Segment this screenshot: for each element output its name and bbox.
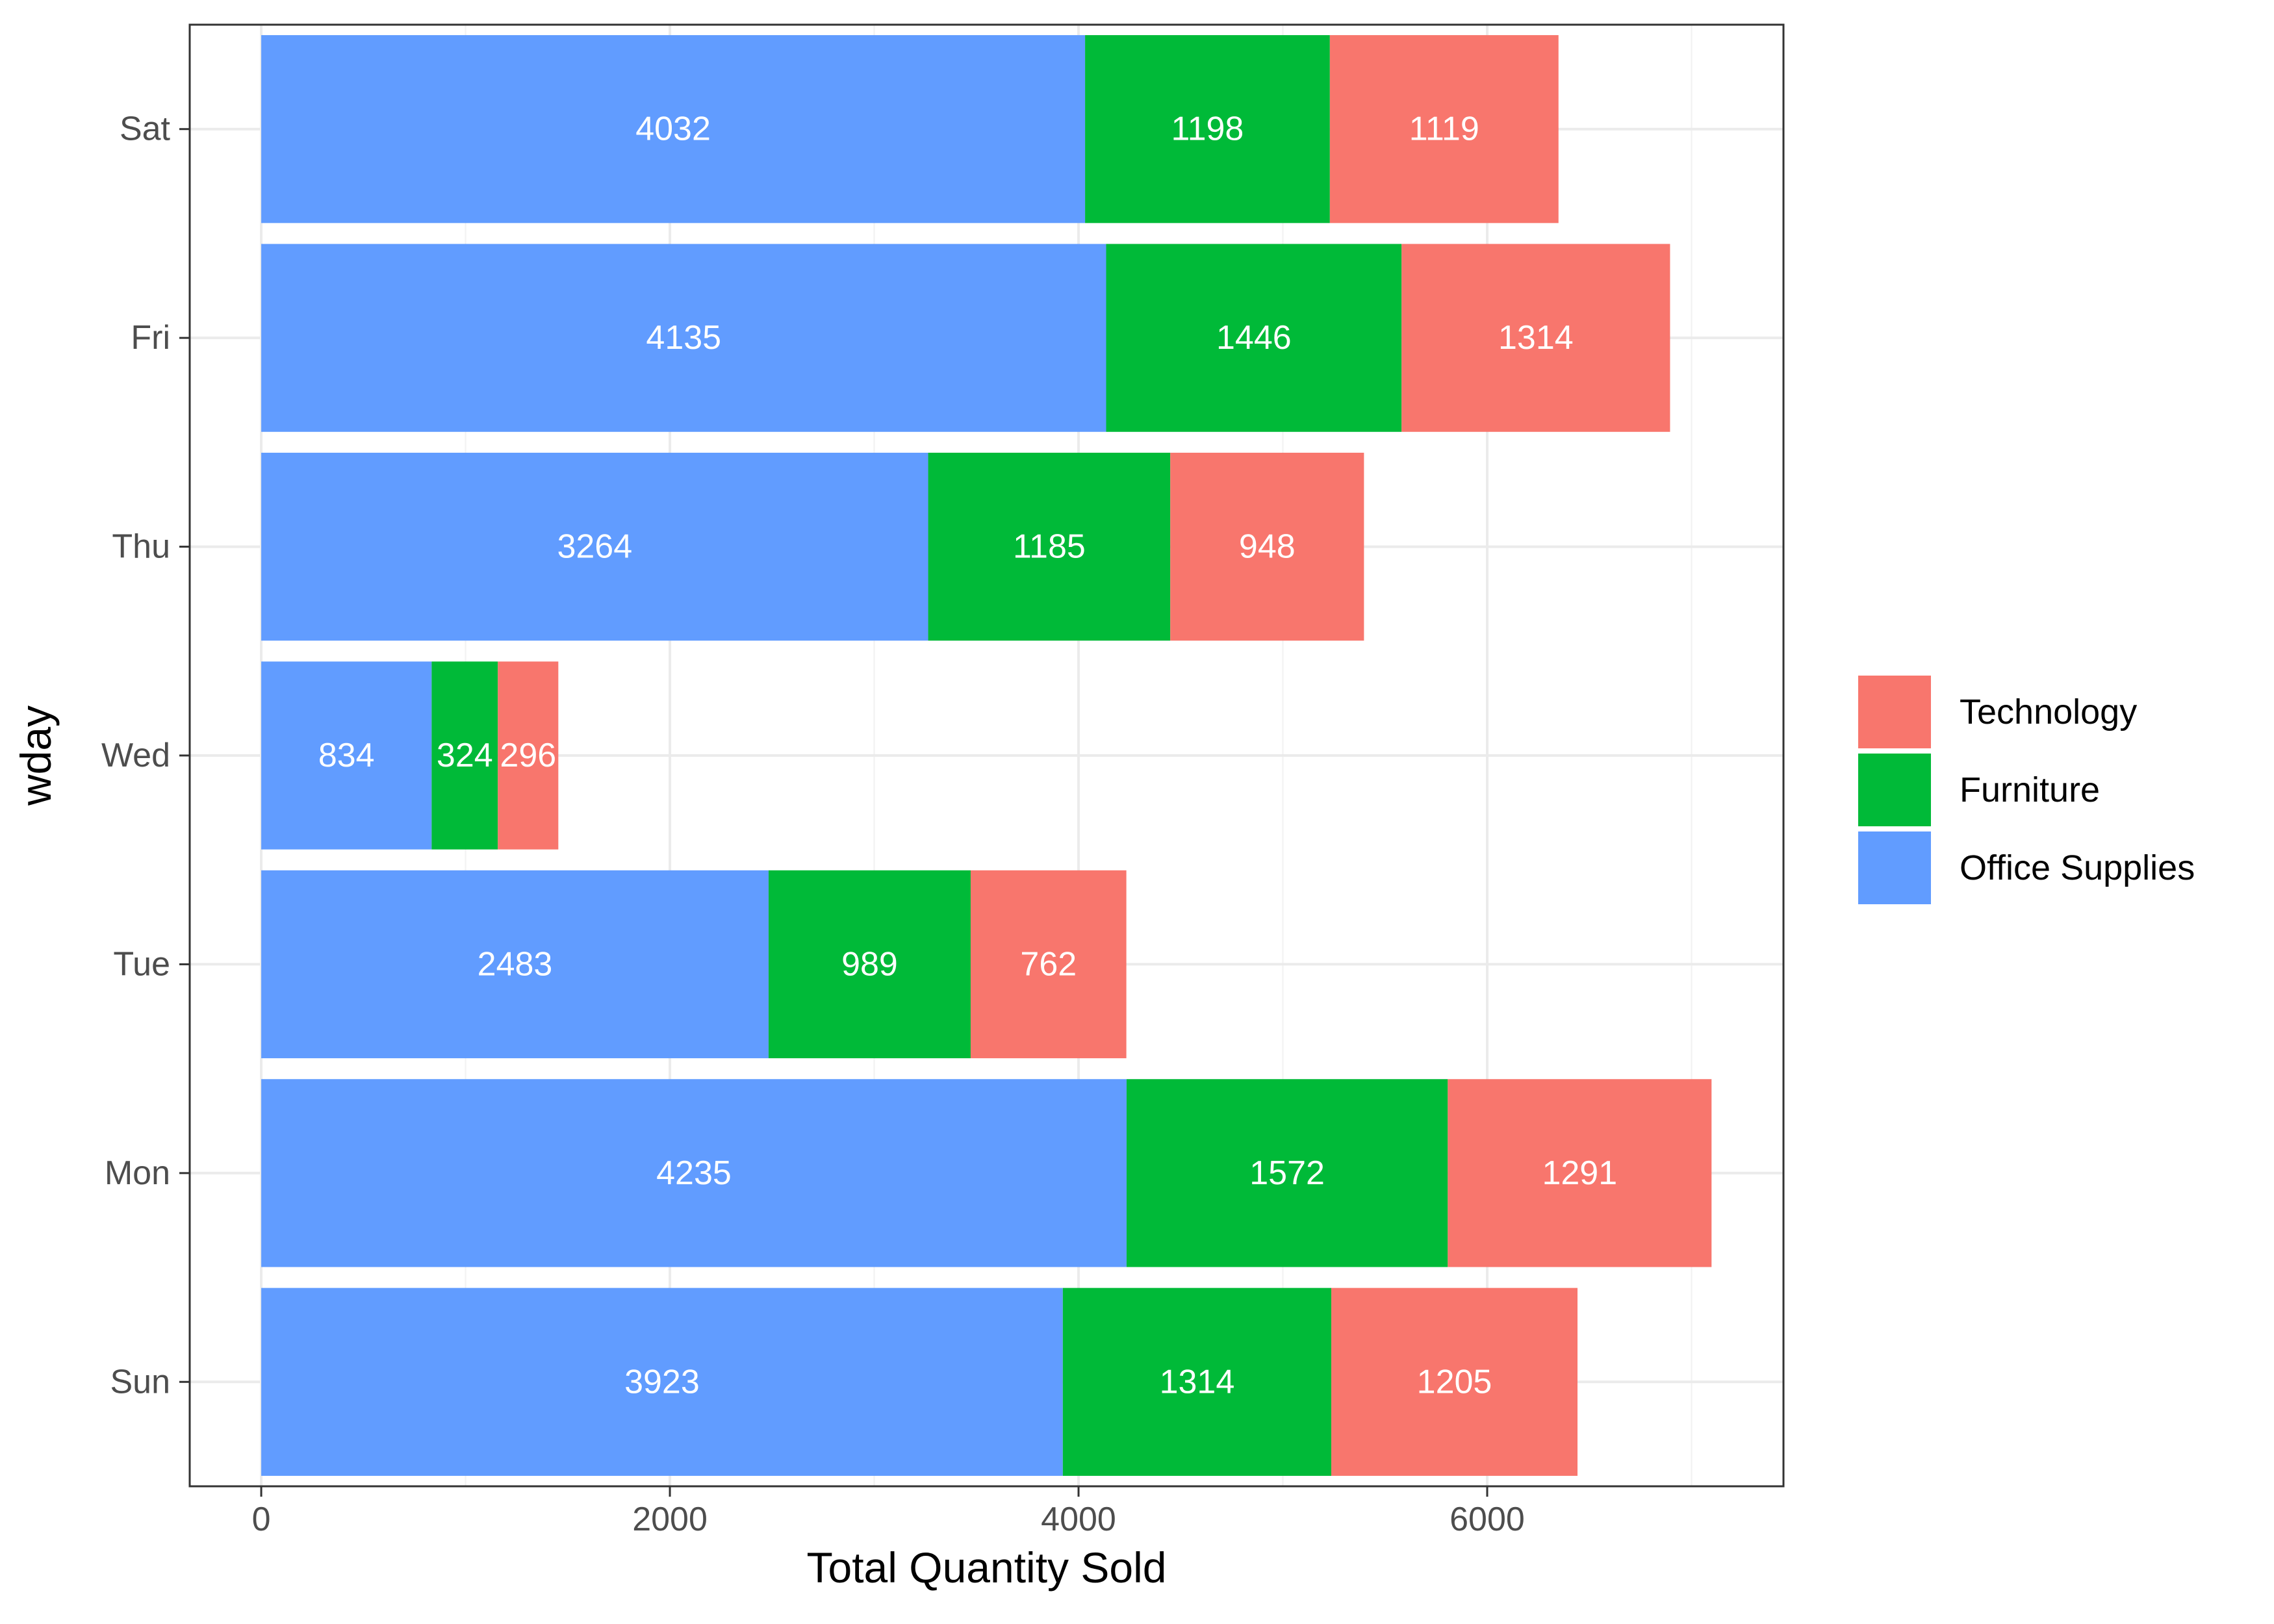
legend: Technology Furniture Office Supplies <box>1858 676 2195 904</box>
bar-value-label: 1314 <box>1498 319 1574 357</box>
bar-value-label: 1446 <box>1216 319 1292 357</box>
bar-value-label: 834 <box>318 737 375 774</box>
x-tick-label: 6000 <box>1450 1501 1525 1538</box>
y-axis: Sun Mon Tue Wed Thu Fri Sat <box>101 110 190 1401</box>
bar-value-label: 989 <box>841 945 898 983</box>
y-tick-label: Mon <box>105 1154 170 1192</box>
bar-technology-mon <box>1448 1079 1712 1267</box>
bar-furniture-sun <box>1062 1288 1332 1476</box>
bar-value-label: 1185 <box>1013 528 1086 566</box>
bar-technology-thu <box>1170 452 1364 641</box>
bar-office-supplies-mon <box>261 1079 1127 1267</box>
x-axis-title: Total Quantity Sold <box>807 1543 1167 1592</box>
y-tick-label: Tue <box>113 945 170 983</box>
bar-technology-tue <box>970 870 1127 1059</box>
y-tick-label: Sat <box>120 110 171 148</box>
bar-value-label: 1119 <box>1409 110 1479 148</box>
y-tick-label: Wed <box>101 737 170 774</box>
y-tick-label: Thu <box>112 528 170 566</box>
x-tick-label: 4000 <box>1041 1501 1116 1538</box>
bar-furniture-thu <box>928 452 1171 641</box>
x-axis: 0 2000 4000 6000 <box>252 1486 1525 1538</box>
bar-furniture-wed <box>431 661 498 850</box>
bar-value-label: 296 <box>500 737 556 774</box>
bar-value-label: 1291 <box>1542 1154 1617 1192</box>
bar-value-label: 4235 <box>656 1154 732 1192</box>
x-tick-label: 2000 <box>632 1501 708 1538</box>
bar-office-supplies-tue <box>261 870 769 1059</box>
bar-value-label: 3264 <box>557 528 632 566</box>
bar-office-supplies-thu <box>261 452 928 641</box>
bar-furniture-mon <box>1126 1079 1448 1267</box>
legend-key-office-supplies <box>1858 831 1931 904</box>
bar-value-label: 2483 <box>478 945 553 983</box>
bar-value-label: 3923 <box>624 1363 700 1401</box>
bar-value-label: 4032 <box>635 110 711 148</box>
legend-label: Technology <box>1960 692 2137 731</box>
bar-value-label: 4135 <box>646 319 721 357</box>
bar-value-label: 762 <box>1020 945 1077 983</box>
bar-value-labels: 3923 1314 1205 4235 1572 1291 2483 989 762 834 324… <box>318 110 1617 1401</box>
bar-furniture-tue <box>768 870 971 1059</box>
legend-label: Office Supplies <box>1960 848 2195 887</box>
bar-technology-sun <box>1331 1288 1578 1476</box>
bars <box>261 35 1712 1476</box>
bar-value-label: 1205 <box>1417 1363 1492 1401</box>
legend-label: Furniture <box>1960 770 2100 809</box>
bar-furniture-fri <box>1106 244 1402 432</box>
y-axis-title: wday <box>12 705 60 806</box>
bar-office-supplies-sun <box>261 1288 1063 1476</box>
bar-office-supplies-sat <box>261 35 1086 223</box>
bar-value-label: 1198 <box>1171 110 1244 148</box>
bar-value-label: 1572 <box>1249 1154 1325 1192</box>
bar-value-label: 1314 <box>1160 1363 1235 1401</box>
bar-office-supplies-wed <box>261 661 432 850</box>
y-tick-label: Fri <box>131 319 170 357</box>
bar-value-label: 948 <box>1239 528 1296 566</box>
legend-key-furniture <box>1858 754 1931 826</box>
bar-technology-sat <box>1329 35 1559 223</box>
bar-office-supplies-fri <box>261 244 1106 432</box>
bar-value-label: 324 <box>437 737 493 774</box>
bar-technology-fri <box>1401 244 1670 432</box>
y-tick-label: Sun <box>110 1363 170 1401</box>
x-tick-label: 0 <box>252 1501 271 1538</box>
bar-technology-wed <box>498 661 559 850</box>
bar-furniture-sat <box>1085 35 1330 223</box>
legend-key-technology <box>1858 676 1931 748</box>
